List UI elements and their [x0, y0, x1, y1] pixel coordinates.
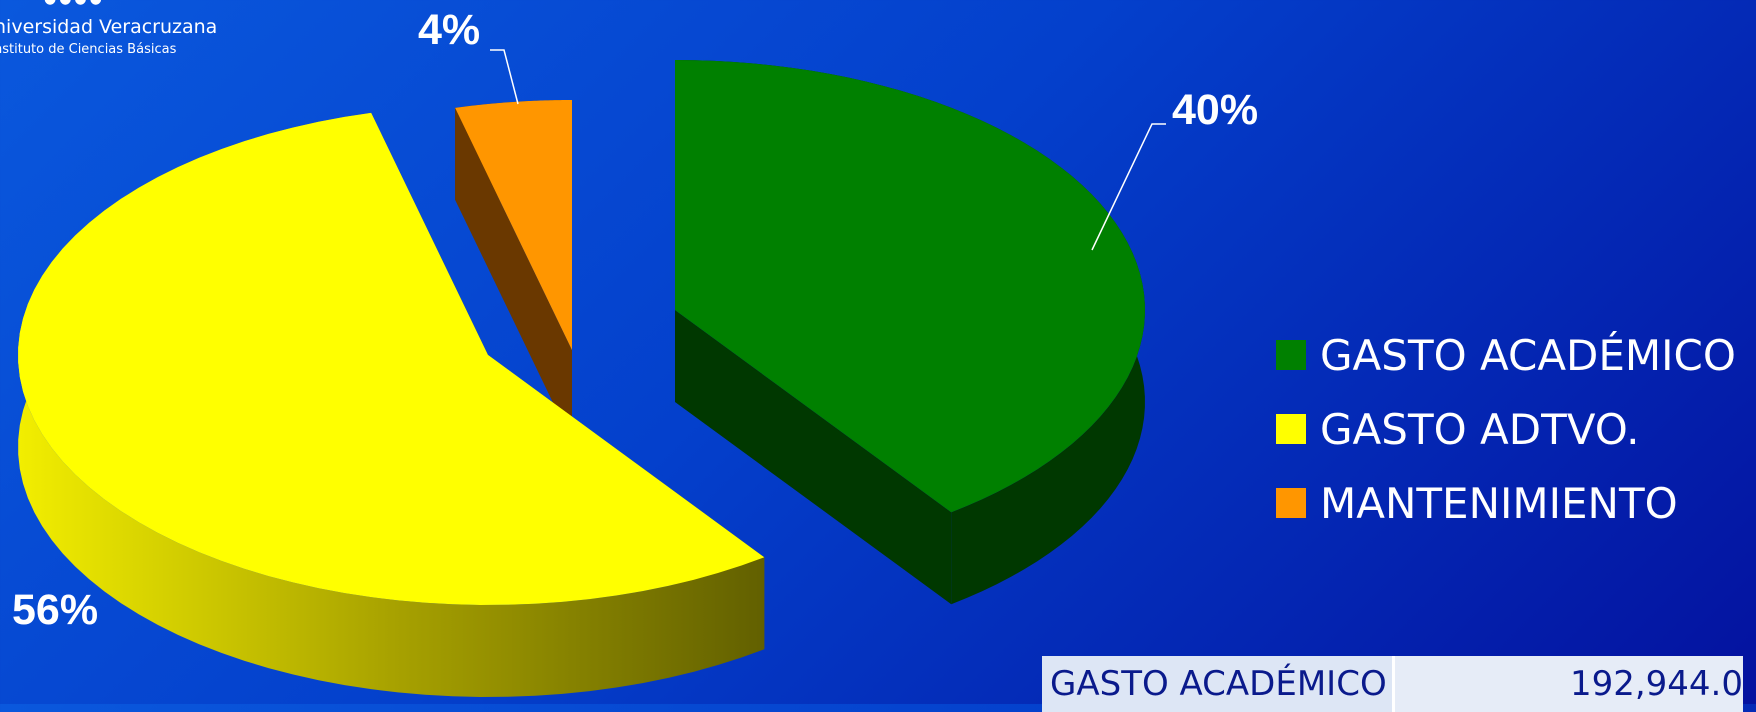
slice-academico [675, 60, 1145, 605]
data-labels: 40% 56% 4% [12, 6, 1258, 634]
data-label-mantenimiento: 4% [418, 6, 480, 54]
leader-line-academico [1091, 123, 1166, 251]
pie-slices [18, 60, 1145, 697]
table-row: GASTO ACADÉMICO 192,944.0 [1042, 656, 1743, 712]
chart-legend: GASTO ACADÉMICO GASTO ADTVO. MANTENIMIEN… [1276, 318, 1736, 540]
data-label-academico: 40% [1172, 86, 1258, 134]
legend-item-academico: GASTO ACADÉMICO [1276, 318, 1736, 392]
summary-table: GASTO ACADÉMICO 192,944.0 [1042, 656, 1743, 712]
leader-line-mantenimiento [490, 49, 519, 105]
slice-mantenimiento [455, 100, 572, 442]
leader-lines [490, 49, 1166, 251]
legend-swatch-administrativo [1276, 414, 1306, 444]
legend-item-administrativo: GASTO ADTVO. [1276, 392, 1736, 466]
legend-swatch-academico [1276, 340, 1306, 370]
data-label-administrativo: 56% [12, 586, 98, 634]
slice-administrativo [18, 112, 765, 697]
legend-label-administrativo: GASTO ADTVO. [1320, 404, 1640, 454]
table-cell-value: 192,944.0 [1393, 656, 1743, 712]
slice-mantenimiento-top [455, 100, 572, 350]
logo-emblem-icon: ●●●● [44, 0, 105, 6]
slice-academico-top [675, 60, 1145, 513]
legend-label-mantenimiento: MANTENIMIENTO [1320, 478, 1678, 528]
table-cell-label: GASTO ACADÉMICO [1042, 656, 1395, 712]
institute-name: nstituto de Ciencias Básicas [0, 42, 177, 57]
slice-administrativo-side [18, 112, 765, 697]
legend-item-mantenimiento: MANTENIMIENTO [1276, 466, 1736, 540]
university-name: niversidad Veracruzana [0, 16, 218, 38]
legend-swatch-mantenimiento [1276, 488, 1306, 518]
legend-label-academico: GASTO ACADÉMICO [1320, 330, 1736, 380]
slice-administrativo-top [18, 112, 765, 605]
slice-academico-wall [675, 310, 952, 605]
